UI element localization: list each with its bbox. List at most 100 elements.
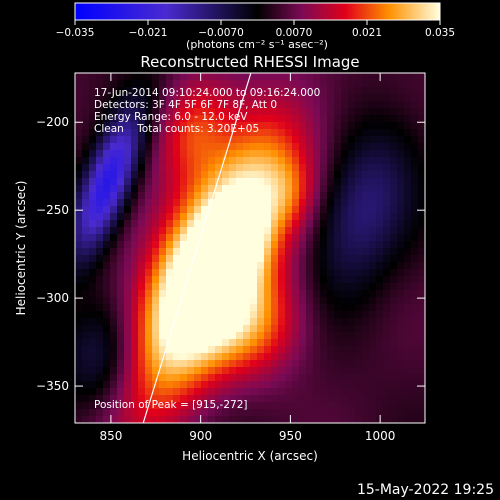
heatmap-cell	[418, 220, 425, 228]
heatmap-cell	[75, 381, 83, 389]
heatmap-cell	[285, 157, 293, 165]
heatmap-cell	[306, 332, 314, 340]
heatmap-cell	[89, 332, 97, 340]
heatmap-cell	[208, 178, 216, 186]
heatmap-cell	[208, 199, 216, 207]
heatmap-cell	[285, 171, 293, 179]
heatmap-cell	[236, 150, 244, 158]
heatmap-cell	[243, 409, 251, 417]
heatmap-cell	[404, 318, 412, 326]
heatmap-cell	[194, 255, 202, 263]
heatmap-cell	[166, 262, 174, 270]
heatmap-cell	[187, 402, 195, 410]
heatmap-cell	[173, 360, 181, 368]
heatmap-cell	[334, 409, 342, 417]
heatmap-cell	[229, 80, 237, 88]
heatmap-cell	[404, 381, 412, 389]
heatmap-cell	[243, 192, 251, 200]
heatmap-cell	[166, 178, 174, 186]
heatmap-cell	[215, 304, 223, 312]
heatmap-cell	[257, 367, 265, 375]
heatmap-cell	[250, 157, 258, 165]
heatmap-cell	[208, 234, 216, 242]
heatmap-cell	[159, 339, 167, 347]
heatmap-cell	[208, 283, 216, 291]
heatmap-cell	[117, 192, 125, 200]
heatmap-cell	[159, 353, 167, 361]
heatmap-cell	[159, 297, 167, 305]
heatmap-cell	[124, 262, 132, 270]
heatmap-cell	[75, 374, 83, 382]
heatmap-cell	[180, 206, 188, 214]
heatmap-cell	[236, 87, 244, 95]
heatmap-cell	[397, 220, 405, 228]
heatmap-cell	[299, 143, 307, 151]
heatmap-cell	[313, 87, 321, 95]
heatmap-cell	[411, 283, 419, 291]
heatmap-cell	[306, 136, 314, 144]
heatmap-cell	[383, 178, 391, 186]
heatmap-cell	[194, 220, 202, 228]
heatmap-cell	[327, 108, 335, 116]
heatmap-cell	[208, 94, 216, 102]
heatmap-cell	[89, 220, 97, 228]
heatmap-cell	[173, 192, 181, 200]
heatmap-cell	[257, 255, 265, 263]
heatmap-cell	[187, 150, 195, 158]
heatmap-cell	[306, 73, 314, 81]
heatmap-cell	[334, 171, 342, 179]
heatmap-cell	[110, 192, 118, 200]
heatmap-cell	[201, 367, 209, 375]
heatmap-cell	[110, 101, 118, 109]
heatmap-cell	[138, 388, 146, 396]
annotation-clean: Clean Total counts: 3.20E+05	[94, 123, 259, 135]
heatmap-cell	[299, 199, 307, 207]
heatmap-cell	[124, 255, 132, 263]
heatmap-cell	[131, 87, 139, 95]
heatmap-cell	[138, 129, 146, 137]
heatmap-cell	[362, 192, 370, 200]
heatmap-cell	[348, 269, 356, 277]
heatmap-cell	[376, 388, 384, 396]
heatmap-cell	[131, 101, 139, 109]
heatmap-cell	[124, 283, 132, 291]
heatmap-cell	[369, 297, 377, 305]
heatmap-cell	[243, 381, 251, 389]
heatmap-cell	[320, 143, 328, 151]
heatmap-cell	[369, 115, 377, 123]
heatmap-cell	[320, 108, 328, 116]
heatmap-cell	[285, 402, 293, 410]
heatmap-cell	[215, 374, 223, 382]
heatmap-cell	[159, 304, 167, 312]
heatmap-cell	[208, 269, 216, 277]
heatmap-cell	[96, 409, 104, 417]
heatmap-cell	[292, 297, 300, 305]
heatmap-cell	[75, 108, 83, 116]
heatmap-cell	[397, 353, 405, 361]
heatmap-cell	[229, 164, 237, 172]
heatmap-cell	[341, 255, 349, 263]
heatmap-cell	[369, 339, 377, 347]
heatmap-cell	[320, 388, 328, 396]
heatmap-cell	[418, 171, 425, 179]
heatmap-cell	[103, 178, 111, 186]
heatmap-cell	[341, 283, 349, 291]
heatmap-cell	[362, 157, 370, 165]
heatmap-cell	[306, 360, 314, 368]
heatmap-cell	[117, 213, 125, 221]
heatmap-cell	[411, 164, 419, 172]
heatmap-cell	[313, 416, 321, 423]
heatmap-cell	[411, 192, 419, 200]
heatmap-cell	[411, 262, 419, 270]
heatmap-cell	[418, 227, 425, 235]
heatmap-cell	[138, 227, 146, 235]
heatmap-cell	[411, 94, 419, 102]
heatmap-cell	[348, 381, 356, 389]
heatmap-cell	[334, 136, 342, 144]
heatmap-cell	[257, 87, 265, 95]
heatmap-cell	[103, 94, 111, 102]
heatmap-cell	[194, 234, 202, 242]
heatmap-cell	[327, 248, 335, 256]
heatmap-cell	[138, 290, 146, 298]
heatmap-cell	[362, 297, 370, 305]
